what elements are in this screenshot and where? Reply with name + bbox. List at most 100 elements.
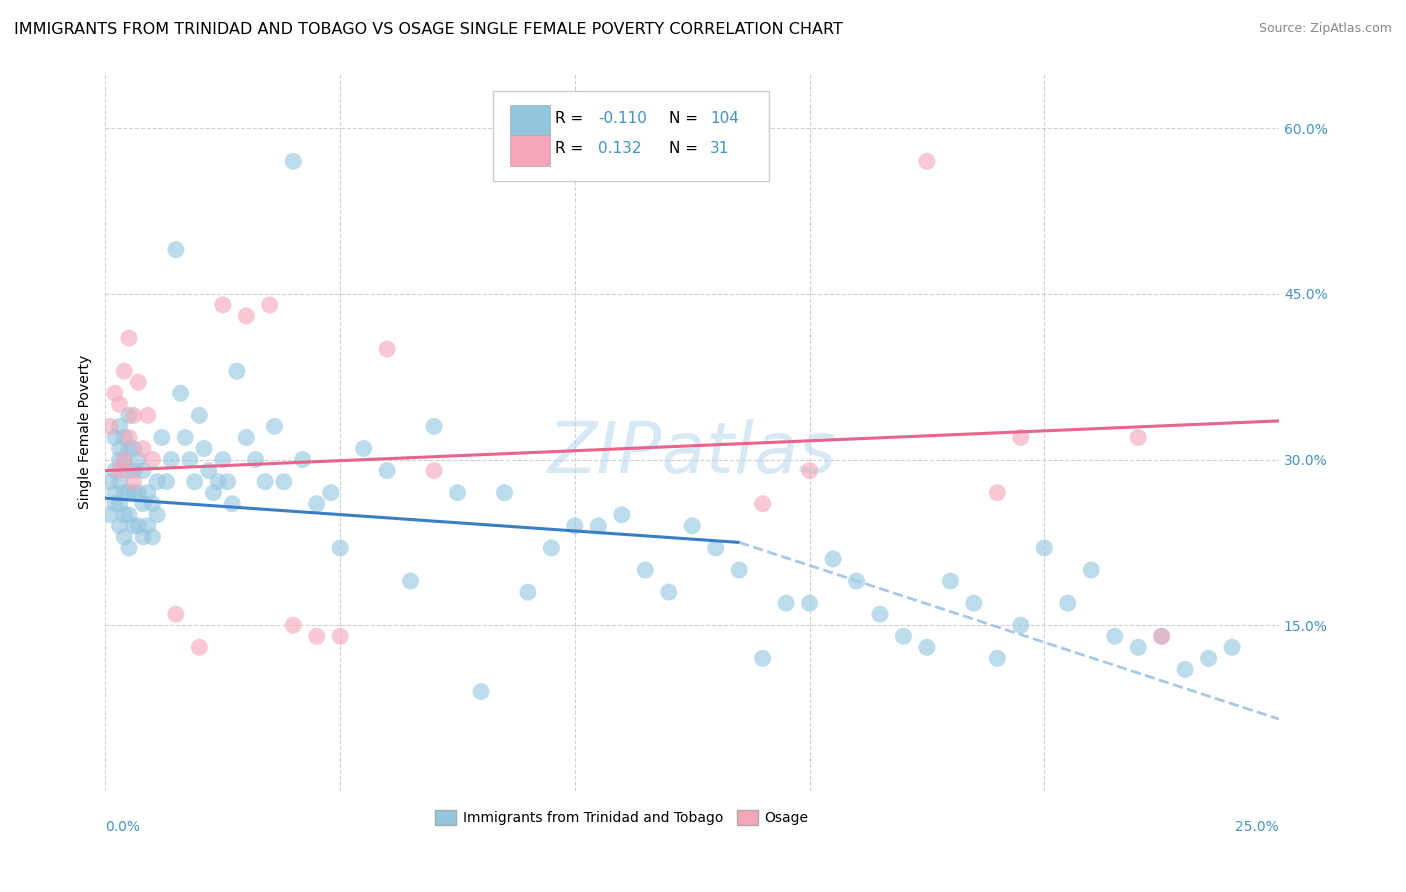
Text: ZIPatlas: ZIPatlas <box>548 419 837 488</box>
Point <box>681 519 703 533</box>
Point <box>1128 430 1150 444</box>
Point <box>193 442 215 456</box>
Text: 31: 31 <box>710 141 730 156</box>
Point <box>634 563 657 577</box>
Point <box>799 596 821 610</box>
Point <box>263 419 285 434</box>
Point <box>329 629 352 643</box>
Point <box>1128 640 1150 655</box>
Point <box>118 541 141 555</box>
Text: Source: ZipAtlas.com: Source: ZipAtlas.com <box>1258 22 1392 36</box>
Text: N =: N = <box>669 111 697 126</box>
Point <box>564 519 586 533</box>
Point <box>108 452 131 467</box>
Point <box>118 485 141 500</box>
Point <box>112 364 135 378</box>
Point <box>104 485 127 500</box>
Point <box>283 154 305 169</box>
Point <box>141 452 163 467</box>
FancyBboxPatch shape <box>492 91 769 181</box>
Point <box>221 497 243 511</box>
Point <box>353 442 375 456</box>
Point <box>207 475 229 489</box>
Point <box>104 497 127 511</box>
Point <box>704 541 727 555</box>
Point <box>259 298 281 312</box>
Point <box>112 452 135 467</box>
Point <box>540 541 562 555</box>
Point <box>658 585 681 599</box>
Point <box>127 519 149 533</box>
Point <box>821 552 844 566</box>
Point <box>893 629 915 643</box>
Point <box>188 640 211 655</box>
Point <box>1080 563 1102 577</box>
Point <box>112 485 135 500</box>
Point <box>174 430 197 444</box>
Point <box>217 475 239 489</box>
Point <box>211 452 233 467</box>
Point <box>399 574 422 588</box>
Point <box>202 485 225 500</box>
Point <box>939 574 962 588</box>
Text: 104: 104 <box>710 111 738 126</box>
Point <box>98 475 121 489</box>
Point <box>235 309 257 323</box>
Point <box>169 386 191 401</box>
Point <box>986 485 1008 500</box>
Point <box>118 508 141 522</box>
Point <box>1150 629 1173 643</box>
Point <box>1010 618 1032 632</box>
Point <box>104 386 127 401</box>
Point <box>118 464 141 478</box>
Point <box>986 651 1008 665</box>
Point <box>104 464 127 478</box>
Point <box>122 464 145 478</box>
Point <box>146 475 169 489</box>
Point <box>588 519 610 533</box>
Point <box>235 430 257 444</box>
Point <box>283 618 305 632</box>
Point <box>122 442 145 456</box>
Text: -0.110: -0.110 <box>599 111 647 126</box>
Point <box>1056 596 1078 610</box>
Point <box>915 154 938 169</box>
Point <box>98 419 121 434</box>
Point <box>610 508 633 522</box>
Point <box>225 364 247 378</box>
Point <box>1220 640 1243 655</box>
Point <box>183 475 205 489</box>
Point <box>112 508 135 522</box>
Point <box>869 607 891 622</box>
Point <box>329 541 352 555</box>
Point <box>1010 430 1032 444</box>
Point <box>136 409 159 423</box>
Point <box>108 519 131 533</box>
Point <box>122 485 145 500</box>
Point <box>375 464 398 478</box>
Point <box>915 640 938 655</box>
Point <box>146 508 169 522</box>
Point <box>132 497 155 511</box>
Point <box>108 442 131 456</box>
Point <box>305 629 328 643</box>
Point <box>494 485 516 500</box>
FancyBboxPatch shape <box>510 135 550 166</box>
Point <box>155 475 177 489</box>
Point <box>1104 629 1126 643</box>
Point <box>165 243 187 257</box>
Point <box>141 530 163 544</box>
Text: R =: R = <box>555 141 588 156</box>
Point <box>165 607 187 622</box>
Point <box>132 464 155 478</box>
Point <box>132 530 155 544</box>
Point <box>1174 662 1197 676</box>
Point <box>179 452 201 467</box>
Point <box>127 452 149 467</box>
Point <box>446 485 468 500</box>
Point <box>150 430 173 444</box>
Point <box>254 475 277 489</box>
Point <box>188 409 211 423</box>
Text: 0.0%: 0.0% <box>105 820 141 834</box>
Point <box>1150 629 1173 643</box>
